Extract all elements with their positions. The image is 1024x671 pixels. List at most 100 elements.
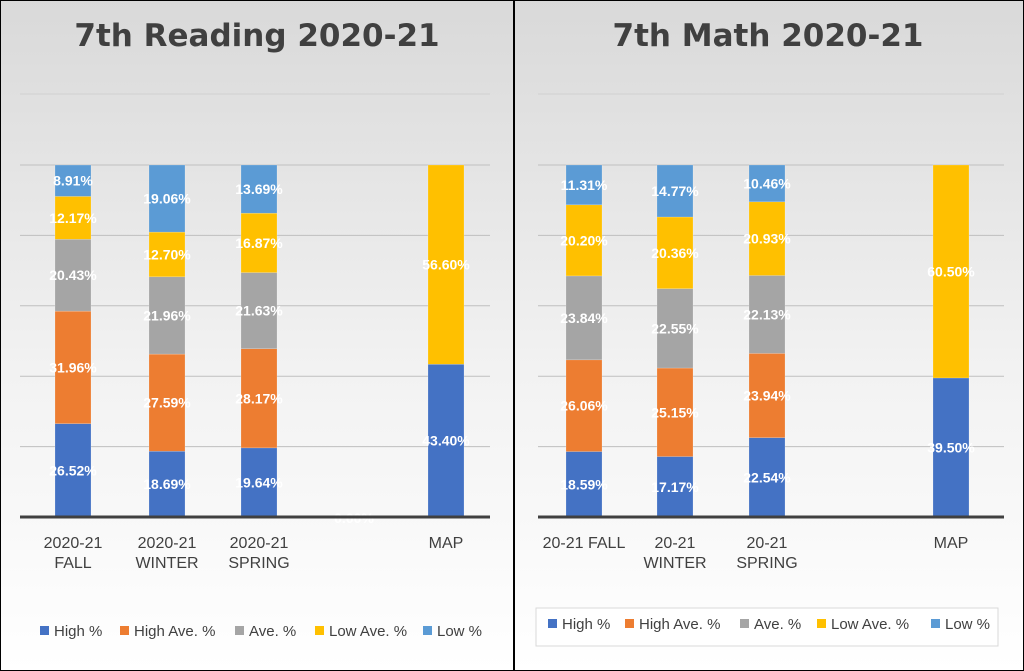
legend-swatch-low-pct — [931, 619, 940, 628]
bars — [54, 164, 465, 518]
data-label-low-ave-pct: 60.50% — [927, 263, 975, 279]
data-label-ave-pct: 20.43% — [49, 267, 97, 283]
bar-high-pct-2020-21-spring — [240, 447, 278, 518]
reading-chart-panel: 7th Reading 2020-21 26.52% 31.96% 20.43% 12.… — [0, 0, 514, 671]
data-label-high-pct: 39.50% — [927, 439, 975, 455]
legend-swatch-low-pct — [423, 626, 432, 635]
data-label-high-ave-pct: 27.59% — [143, 395, 191, 411]
data-label-high-ave-pct: 26.06% — [560, 398, 608, 414]
bar-ave-pct-20-21-fall — [565, 275, 603, 361]
bar-low-pct-20-21-spring — [748, 164, 786, 203]
data-label-ave-pct: 22.13% — [743, 306, 791, 322]
legend-swatch-high-ave-pct — [120, 626, 129, 635]
legend: High % High Ave. % Ave. % Low Ave. % Low % — [40, 623, 482, 640]
data-label-high-ave-pct: 28.17% — [235, 390, 283, 406]
bar-high-ave-pct-20-21-winter — [656, 367, 694, 457]
category-label: MAP — [429, 535, 464, 552]
legend-label-low-ave-pct: Low Ave. % — [329, 623, 407, 640]
data-label-low-ave-pct: 20.36% — [651, 245, 699, 261]
data-label-high-pct: 22.54% — [743, 469, 791, 485]
bar-low-ave-pct-20-21-spring — [748, 201, 786, 276]
legend-label-low-pct: Low % — [945, 616, 990, 633]
bar-low-pct-20-21-winter — [656, 164, 694, 218]
legend-label-low-pct: Low % — [437, 623, 482, 640]
data-label-low-ave-pct: 12.70% — [143, 246, 191, 262]
data-label-high-pct: 17.17% — [651, 479, 699, 495]
legend-swatch-high-ave-pct — [625, 619, 634, 628]
data-label-high-pct: 18.59% — [560, 476, 608, 492]
data-label-low-pct: 13.69% — [235, 181, 283, 197]
legend-swatch-high-pct — [548, 619, 557, 628]
bar-ave-pct-2020-21-fall — [54, 238, 92, 312]
bar-ave-pct-20-21-spring — [748, 275, 786, 354]
bar-ave-pct-2020-21-winter — [148, 276, 186, 355]
data-label-ave-pct: 22.55% — [651, 320, 699, 336]
math-chart: 7th Math 2020-21 18.59% 26.06% 23.84% 20.20%… — [514, 0, 1024, 671]
data-label-ave-pct: 23.84% — [560, 310, 608, 326]
data-label-high-pct: 43.40% — [422, 433, 470, 449]
category-label: 2020-21 WINTER — [135, 535, 198, 572]
category-label: 2020-21 FALL — [44, 535, 103, 572]
data-label-high-ave-pct: 23.94% — [743, 388, 791, 404]
bar-high-pct-20-21-winter — [656, 456, 694, 518]
reading-chart: 7th Reading 2020-21 26.52% 31.96% 20.43% 12.… — [0, 0, 514, 671]
data-label-low-ave-pct: 20.93% — [743, 231, 791, 247]
data-label-low-pct: 11.31% — [561, 177, 608, 193]
legend-label-high-ave-pct: High Ave. % — [639, 616, 720, 633]
data-label-high-pct: 18.69% — [143, 476, 191, 492]
category-labels: 20-21 FALL 20-21 WINTER 20-21 SPRING MAP — [543, 535, 969, 572]
data-label-low-pct: 10.46% — [743, 175, 791, 191]
legend-swatch-ave-pct — [740, 619, 749, 628]
data-label-low-ave-pct: 16.87% — [235, 235, 283, 251]
legend-label-ave-pct: Ave. % — [754, 616, 801, 633]
legend-label-high-pct: High % — [562, 616, 610, 633]
category-label: MAP — [934, 535, 969, 552]
bars — [565, 164, 970, 518]
category-label: 2020-21 SPRING — [228, 535, 289, 572]
legend-label-ave-pct: Ave. % — [249, 623, 296, 640]
data-label-low-pct: 19.06% — [143, 191, 191, 207]
data-label-low-ave-pct: 20.20% — [560, 232, 608, 248]
bar-low-ave-pct-map — [932, 164, 970, 379]
bar-low-ave-pct-2020-21-fall — [54, 196, 92, 240]
bar-high-pct-20-21-spring — [748, 437, 786, 518]
bar-low-pct-2020-21-winter — [148, 164, 186, 233]
category-label: 20-21 WINTER — [643, 535, 706, 572]
data-label-low-pct: 14.77% — [651, 183, 699, 199]
data-labels: 26.52% 31.96% 20.43% 12.17% 8.91% 18.69% 27.59… — [49, 173, 470, 526]
data-label-high-pct: 19.64% — [235, 474, 283, 490]
math-chart-panel: 7th Math 2020-21 18.59% 26.06% 23.84% 20.20%… — [514, 0, 1024, 671]
category-labels: 2020-21 FALL 2020-21 WINTER 2020-21 SPRING MAP — [44, 535, 464, 572]
data-label-low-ave-pct: 12.17% — [49, 210, 97, 226]
bar-low-pct-20-21-fall — [565, 164, 603, 206]
legend-label-high-pct: High % — [54, 623, 102, 640]
data-labels: 18.59% 26.06% 23.84% 20.20% 11.31% 17.17% 25.1… — [560, 175, 975, 494]
bar-ave-pct-2020-21-spring — [240, 272, 278, 349]
category-label: 20-21 SPRING — [736, 535, 797, 572]
chart-title: 7th Reading 2020-21 — [74, 18, 439, 54]
bar-high-pct-map — [427, 363, 465, 518]
data-label-high-pct: 26.52% — [49, 462, 97, 478]
bar-low-ave-pct-20-21-winter — [656, 216, 694, 289]
bar-high-ave-pct-2020-21-spring — [240, 348, 278, 449]
bar-high-ave-pct-2020-21-fall — [54, 310, 92, 424]
bar-high-pct-2020-21-winter — [148, 450, 186, 518]
legend-swatch-low-ave-pct — [315, 626, 324, 635]
data-label-ave-pct: 21.63% — [235, 303, 283, 319]
legend: High % High Ave. % Ave. % Low Ave. % Low % — [535, 607, 999, 647]
bar-high-ave-pct-2020-21-winter — [148, 353, 186, 452]
data-label-low-ave-pct: 56.60% — [422, 257, 470, 273]
chart-title: 7th Math 2020-21 — [613, 18, 924, 54]
data-label-low-pct: 8.91% — [53, 173, 93, 189]
category-label: 20-21 FALL — [543, 535, 626, 552]
bar-high-ave-pct-20-21-fall — [565, 359, 603, 452]
bar-low-pct-2020-21-fall — [54, 164, 92, 197]
data-label-high-ave-pct: 25.15% — [651, 404, 699, 420]
bar-low-ave-pct-2020-21-winter — [148, 231, 186, 278]
data-label-ave-pct: 21.96% — [143, 307, 191, 323]
bar-ave-pct-20-21-winter — [656, 288, 694, 369]
legend-swatch-high-pct — [40, 626, 49, 635]
data-label-high-ave-pct: 31.96% — [49, 359, 97, 375]
bar-low-ave-pct-map — [427, 164, 465, 365]
bar-high-ave-pct-20-21-spring — [748, 353, 786, 438]
